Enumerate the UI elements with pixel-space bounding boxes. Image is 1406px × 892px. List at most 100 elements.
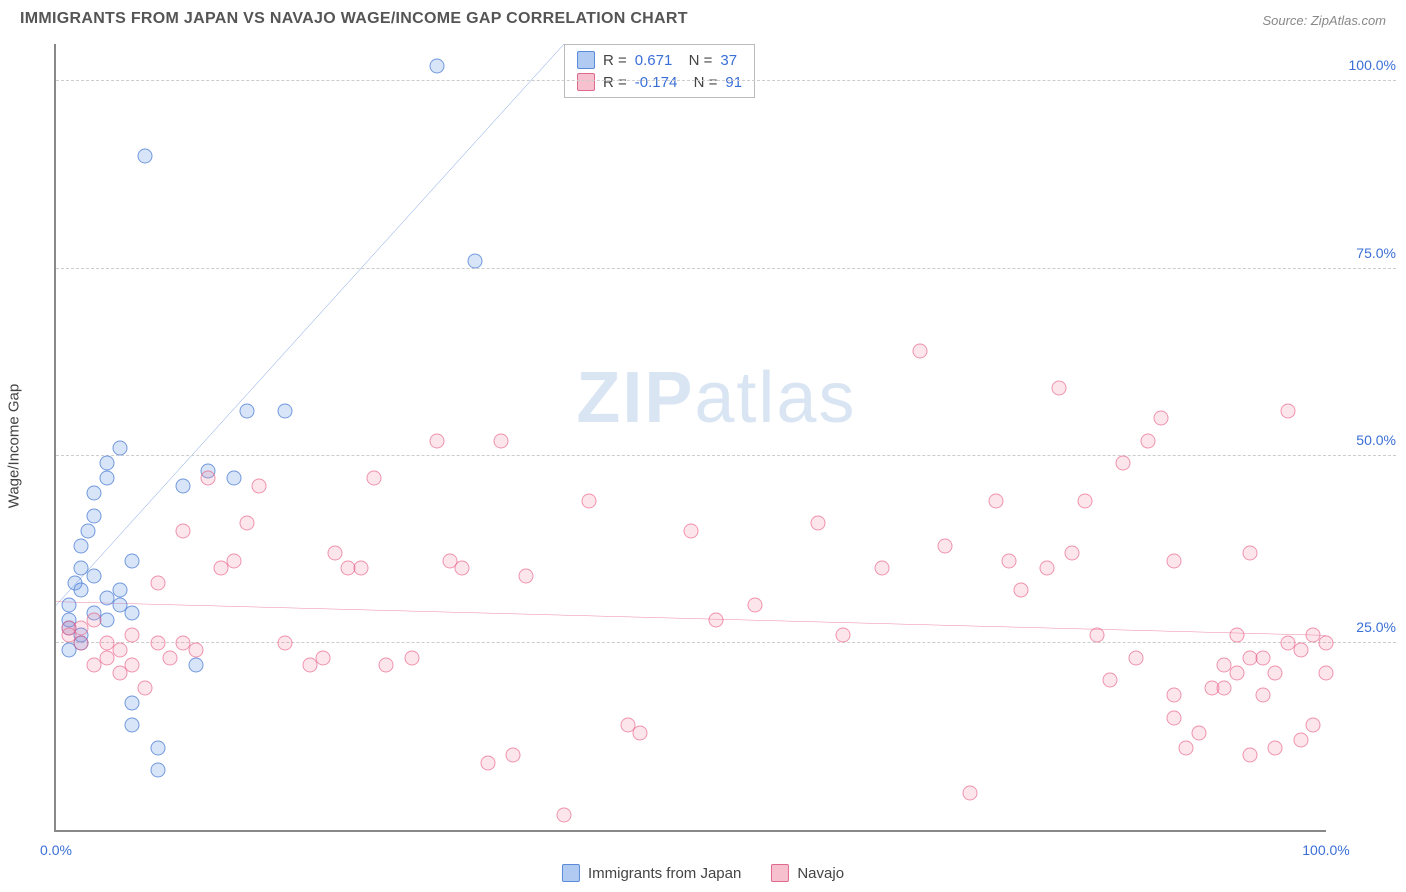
data-point	[99, 471, 114, 486]
data-point	[1192, 725, 1207, 740]
data-point	[1090, 628, 1105, 643]
data-point	[557, 808, 572, 823]
swatch-icon	[771, 864, 789, 882]
data-point	[1039, 561, 1054, 576]
chart-source: Source: ZipAtlas.com	[1262, 13, 1386, 28]
data-point	[87, 613, 102, 628]
data-point	[99, 456, 114, 471]
data-point	[1166, 688, 1181, 703]
data-point	[506, 748, 521, 763]
stat-n-label: N =	[685, 74, 717, 91]
trend-line	[56, 44, 564, 605]
data-point	[404, 650, 419, 665]
watermark: ZIPatlas	[576, 357, 856, 439]
data-point	[1255, 650, 1270, 665]
data-point	[226, 553, 241, 568]
data-point	[125, 658, 140, 673]
data-point	[633, 725, 648, 740]
y-axis-label: Wage/Income Gap	[6, 384, 23, 509]
data-point	[1242, 748, 1257, 763]
data-point	[430, 59, 445, 74]
data-point	[163, 650, 178, 665]
data-point	[87, 568, 102, 583]
data-point	[1014, 583, 1029, 598]
data-point	[125, 718, 140, 733]
data-point	[1293, 733, 1308, 748]
data-point	[188, 658, 203, 673]
data-point	[938, 538, 953, 553]
data-point	[1141, 433, 1156, 448]
data-point	[74, 583, 89, 598]
trend-lines	[56, 44, 1326, 830]
stat-r-value: -0.174	[635, 74, 678, 91]
data-point	[1217, 680, 1232, 695]
ytick-label: 50.0%	[1336, 432, 1396, 448]
data-point	[455, 561, 470, 576]
chart-header: IMMIGRANTS FROM JAPAN VS NAVAJO WAGE/INC…	[0, 0, 1406, 34]
stat-r-label: R =	[603, 52, 627, 69]
data-point	[1166, 553, 1181, 568]
data-point	[112, 583, 127, 598]
data-point	[201, 471, 216, 486]
data-point	[963, 785, 978, 800]
stats-row-navajo: R = -0.174 N = 91	[577, 71, 742, 93]
data-point	[988, 493, 1003, 508]
data-point	[1268, 740, 1283, 755]
legend-label: Immigrants from Japan	[588, 865, 741, 882]
data-point	[1052, 381, 1067, 396]
data-point	[137, 680, 152, 695]
stat-r-label: R =	[603, 74, 627, 91]
data-point	[176, 478, 191, 493]
data-point	[125, 628, 140, 643]
gridline	[56, 268, 1396, 269]
legend-label: Navajo	[797, 865, 844, 882]
data-point	[493, 433, 508, 448]
swatch-icon	[577, 73, 595, 91]
data-point	[112, 441, 127, 456]
data-point	[1268, 665, 1283, 680]
gridline	[56, 80, 1396, 81]
data-point	[150, 575, 165, 590]
scatter-plot-area: ZIPatlas R = 0.671 N = 37 R = -0.174 N =…	[54, 44, 1326, 832]
xtick-label: 0.0%	[40, 842, 72, 858]
legend-item-navajo: Navajo	[771, 864, 844, 882]
data-point	[1115, 456, 1130, 471]
data-point	[239, 516, 254, 531]
data-point	[74, 538, 89, 553]
data-point	[366, 471, 381, 486]
data-point	[150, 740, 165, 755]
data-point	[226, 471, 241, 486]
swatch-icon	[577, 51, 595, 69]
stat-r-value: 0.671	[635, 52, 673, 69]
data-point	[1153, 411, 1168, 426]
data-point	[1319, 635, 1334, 650]
data-point	[709, 613, 724, 628]
data-point	[125, 553, 140, 568]
trend-line	[56, 602, 1326, 636]
data-point	[328, 546, 343, 561]
data-point	[811, 516, 826, 531]
data-point	[684, 523, 699, 538]
legend: Immigrants from Japan Navajo	[562, 864, 844, 882]
data-point	[87, 486, 102, 501]
data-point	[1280, 403, 1295, 418]
ytick-label: 75.0%	[1336, 245, 1396, 261]
stat-n-value: 91	[725, 74, 742, 91]
data-point	[1103, 673, 1118, 688]
data-point	[315, 650, 330, 665]
data-point	[1065, 546, 1080, 561]
data-point	[112, 643, 127, 658]
data-point	[188, 643, 203, 658]
swatch-icon	[562, 864, 580, 882]
data-point	[480, 755, 495, 770]
data-point	[582, 493, 597, 508]
data-point	[112, 598, 127, 613]
data-point	[1242, 546, 1257, 561]
xtick-label: 100.0%	[1302, 842, 1349, 858]
data-point	[1319, 665, 1334, 680]
data-point	[277, 635, 292, 650]
stat-n-value: 37	[720, 52, 737, 69]
ytick-label: 25.0%	[1336, 619, 1396, 635]
data-point	[379, 658, 394, 673]
chart-title: IMMIGRANTS FROM JAPAN VS NAVAJO WAGE/INC…	[20, 10, 688, 28]
